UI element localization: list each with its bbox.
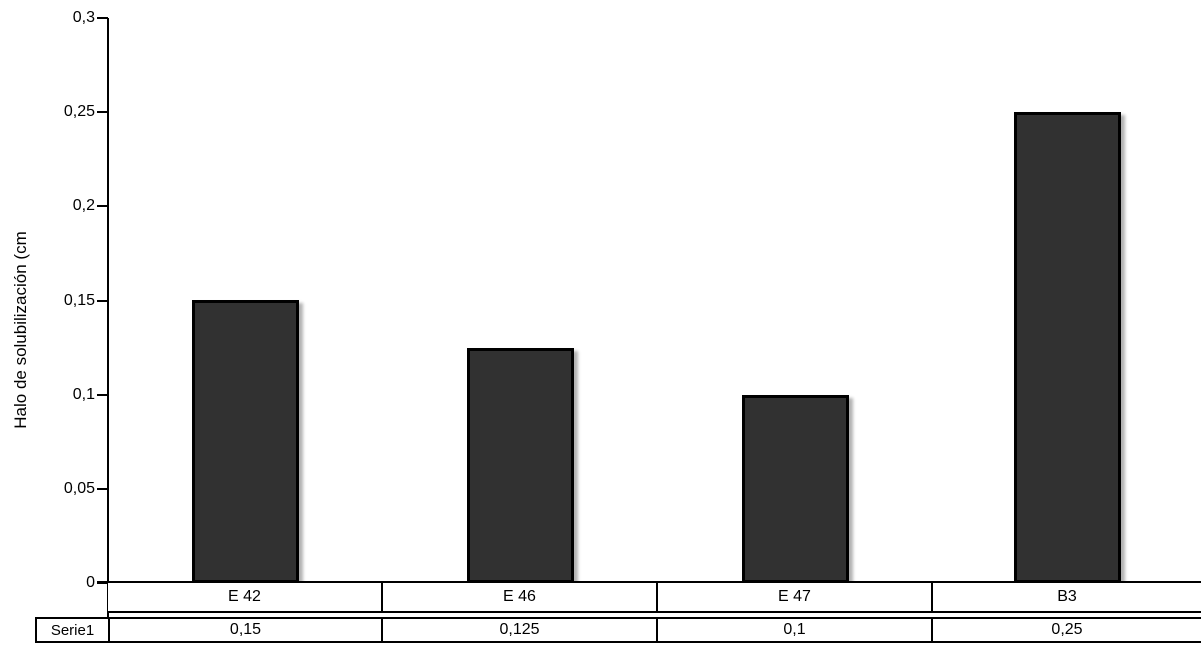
series-name-cell: Serie1 — [35, 617, 110, 643]
bar — [742, 395, 849, 583]
y-tick-mark — [97, 393, 108, 396]
y-tick-label: 0,05 — [63, 479, 95, 497]
value-cell: 0,25 — [933, 617, 1201, 643]
value-cell: 0,125 — [383, 617, 658, 643]
category-cell: E 47 — [658, 583, 933, 613]
bar — [192, 300, 299, 583]
y-tick-mark — [97, 487, 108, 490]
y-tick-mark — [97, 17, 108, 19]
y-tick-label: 0,1 — [72, 385, 95, 403]
bar — [467, 348, 574, 583]
category-cell: B3 — [933, 583, 1201, 613]
y-tick-label: 0,15 — [63, 291, 95, 309]
y-tick-mark — [97, 299, 108, 302]
y-tick-label: 0,3 — [72, 9, 95, 26]
category-cell: E 42 — [108, 583, 383, 613]
y-tick-label: 0,2 — [72, 197, 95, 215]
category-cell: E 46 — [383, 583, 658, 613]
y-axis-line — [107, 18, 109, 618]
bar — [1014, 112, 1121, 583]
x-axis-line — [97, 581, 1201, 584]
y-tick-mark — [97, 582, 108, 584]
value-cell: 0,1 — [658, 617, 933, 643]
value-cell: 0,15 — [108, 617, 383, 643]
y-tick-mark — [97, 111, 108, 114]
y-tick-label: 0 — [86, 574, 95, 591]
y-tick-label: 0,25 — [63, 103, 95, 121]
y-tick-mark — [97, 205, 108, 208]
